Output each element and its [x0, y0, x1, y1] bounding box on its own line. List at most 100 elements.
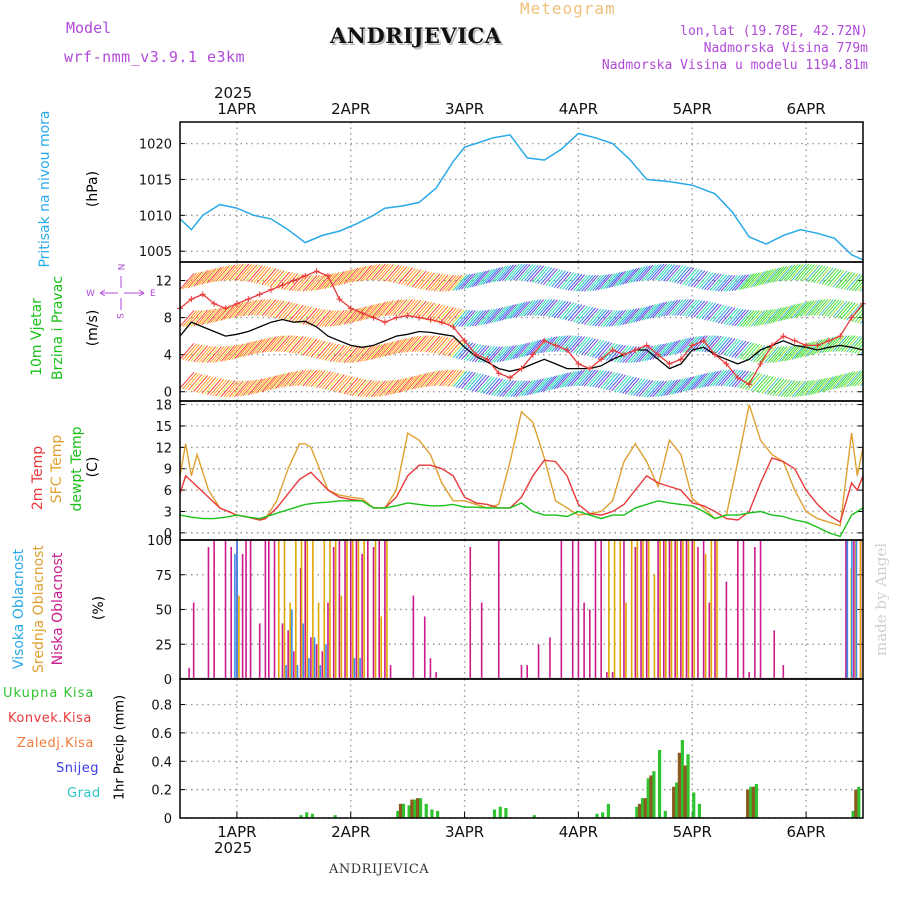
wind-barb: [373, 380, 389, 398]
wind-barb: [529, 378, 545, 396]
wind-barb: [556, 335, 572, 352]
wind-barb: [726, 274, 741, 292]
wind-barb: [807, 265, 823, 282]
wind-barbs: [180, 263, 863, 398]
wind-barb: [398, 376, 413, 393]
wind-barb: [777, 345, 793, 363]
wind-barb: [409, 335, 424, 353]
wind-barb: [671, 377, 687, 395]
wind-barb: [395, 299, 411, 316]
wind-barb: [736, 273, 752, 291]
wind-barb: [349, 378, 364, 396]
wind-barb: [488, 378, 504, 396]
wind-barb: [310, 370, 326, 388]
wind-barb: [799, 379, 815, 397]
wind-barb: [605, 272, 621, 289]
wind-barb: [687, 300, 703, 317]
wind-barb: [592, 274, 607, 292]
wind-barb: [685, 268, 700, 286]
wind-barb: [553, 335, 569, 352]
wind-barb: [756, 309, 771, 327]
wind-barb: [338, 376, 353, 393]
total-precip-bar: [851, 810, 855, 818]
year-bottom: 2025: [214, 839, 253, 857]
wind-barb: [321, 372, 337, 390]
wind-barb: [471, 309, 487, 327]
gust-marker: [336, 296, 343, 303]
wind-barb: [346, 267, 362, 284]
wind-barb: [452, 309, 468, 327]
wind-barb: [439, 369, 454, 387]
wind-barb: [288, 369, 304, 387]
wind-barb: [832, 270, 848, 288]
wind-barb: [818, 376, 834, 393]
wind-barb: [389, 378, 405, 395]
wind-barb: [835, 271, 851, 289]
wind-barb: [332, 374, 348, 392]
wind-barb: [242, 264, 258, 282]
wind-barb: [701, 272, 717, 290]
wind-barb: [261, 375, 277, 393]
wind-barb: [250, 377, 266, 395]
y-tick-label: 1015: [139, 173, 172, 188]
wind-barb: [406, 374, 422, 391]
wind-barb: [504, 344, 520, 362]
wind-barb: [671, 265, 687, 283]
wind-barb: [767, 346, 782, 363]
gust-marker: [712, 351, 719, 358]
wind-barb: [540, 336, 556, 354]
wind-barb: [594, 309, 610, 327]
wind-barb: [340, 308, 356, 326]
wind-barb: [417, 301, 433, 319]
wind-barb: [797, 300, 812, 318]
gust-marker: [370, 314, 377, 321]
wind-barb: [381, 299, 397, 317]
wind-barb: [523, 264, 539, 282]
wind-barb: [368, 343, 383, 361]
wind-barb: [327, 373, 342, 391]
wind-barb: [523, 299, 539, 317]
wind-barb: [318, 342, 334, 360]
wind-barb: [616, 269, 632, 287]
wind-barb: [827, 299, 842, 317]
wind-barb: [780, 304, 796, 321]
wind-barb: [493, 379, 509, 397]
wind-barb: [491, 266, 506, 283]
wind-barb: [532, 299, 547, 316]
wind-barb: [676, 337, 692, 354]
wind-barb: [253, 266, 269, 284]
gust-marker: [507, 374, 514, 381]
wind-barb: [723, 274, 739, 292]
gust-marker: [279, 282, 286, 289]
wind-barb: [758, 268, 774, 286]
wind-barb: [846, 273, 861, 291]
wind-barb: [403, 374, 419, 392]
wind-barb: [501, 303, 517, 321]
wind-barb: [379, 341, 394, 358]
wind-barb: [775, 345, 790, 363]
wind-barb: [400, 375, 416, 393]
wind-barb: [542, 268, 558, 286]
wind-barb: [578, 369, 594, 387]
wind-barb: [799, 300, 815, 317]
wind-barb: [436, 369, 452, 387]
wind-barb: [646, 344, 662, 361]
footer-station: ANDRIJEVICA: [329, 862, 430, 877]
wind-barb: [794, 380, 810, 398]
wind-barb: [250, 338, 266, 356]
wind-barb: [430, 336, 446, 354]
wind-barb: [726, 339, 741, 357]
wind-barb: [258, 376, 274, 393]
wind-barb: [400, 336, 416, 354]
wind-barb: [537, 337, 553, 354]
wind-barb: [288, 304, 304, 322]
wind-barb: [805, 264, 821, 282]
wind-barb: [182, 343, 198, 361]
wind-barb: [379, 379, 394, 397]
wind-barb: [564, 273, 580, 291]
wind-barb: [272, 335, 288, 352]
wind-barb: [715, 274, 730, 292]
wind-barb: [245, 264, 260, 282]
wind-barb: [196, 345, 211, 363]
wind-barb: [851, 308, 863, 322]
